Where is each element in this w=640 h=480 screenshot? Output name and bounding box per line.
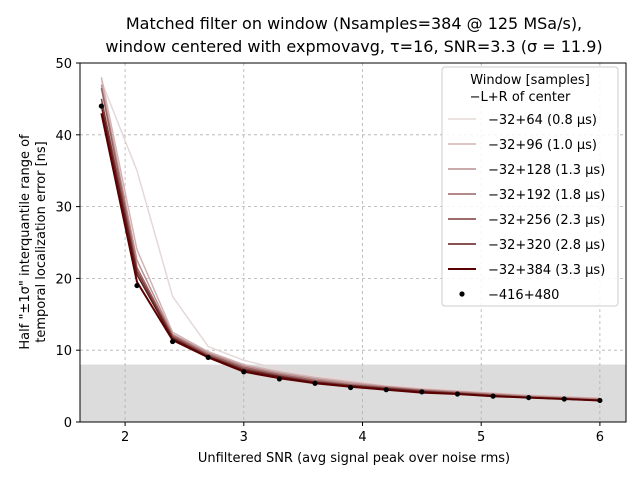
x-tick-label: 5 xyxy=(477,430,485,445)
y-tick-label: 10 xyxy=(55,344,72,359)
marker-point xyxy=(419,389,425,395)
plot-area: 2 3 4 5 6 0 10 20 30 40 50 xyxy=(55,57,627,445)
x-axis-label: Unfiltered SNR (avg signal peak over noi… xyxy=(198,451,510,466)
legend-entry-label: −416+480 xyxy=(488,288,559,303)
legend-box xyxy=(441,66,619,307)
chart-title-line2: window centered with expmovavg, τ=16, SN… xyxy=(105,37,602,56)
legend-marker-swatch xyxy=(459,291,465,297)
y-tick-label: 0 xyxy=(64,416,72,431)
marker-point xyxy=(205,354,211,360)
marker-point xyxy=(597,397,603,404)
legend-entry-label: −32+64 (0.8 μs) xyxy=(488,113,597,128)
marker-point xyxy=(490,393,496,399)
legend-entry-label: −32+384 (3.3 μs) xyxy=(488,263,605,278)
y-tick-label: 20 xyxy=(55,272,72,287)
x-tick-label: 4 xyxy=(358,430,366,445)
marker-point xyxy=(169,338,176,345)
marker-point xyxy=(276,376,283,382)
legend-entry-label: −32+320 (2.8 μs) xyxy=(488,238,605,253)
marker-point xyxy=(526,394,532,401)
legend-title-line1: Window [samples] xyxy=(470,73,590,88)
legend-entry-label: −32+256 (2.3 μs) xyxy=(488,213,605,228)
marker-point xyxy=(383,387,389,393)
marker-point xyxy=(561,396,567,402)
y-tick-label: 40 xyxy=(55,129,72,144)
axes-frame xyxy=(79,62,627,423)
x-tick-label: 6 xyxy=(596,430,604,445)
x-tick-label: 3 xyxy=(240,430,248,445)
legend: Window [samples] −L+R of center −32+64 (… xyxy=(441,66,619,307)
legend-entry-label: −32+192 (1.8 μs) xyxy=(488,188,605,203)
y-axis-label-line1: Half "±1σ" interquantile range of xyxy=(18,134,33,350)
marker-point xyxy=(348,384,354,391)
legend-entry-label: −32+96 (1.0 μs) xyxy=(488,138,597,153)
shaded-band xyxy=(80,364,626,422)
marker-point xyxy=(312,380,318,386)
marker-point xyxy=(241,369,247,375)
marker-point xyxy=(454,391,461,397)
legend-title-line2: −L+R of center xyxy=(470,90,571,105)
chart-title-line1: Matched filter on window (Nsamples=384 @… xyxy=(126,14,582,33)
x-tick-label: 2 xyxy=(121,430,129,445)
marker-point xyxy=(134,282,140,289)
legend-entry-label: −32+128 (1.3 μs) xyxy=(488,163,605,178)
marker-point xyxy=(98,103,104,109)
y-tick-label: 30 xyxy=(55,201,72,216)
y-axis-label-line2: temporal localization error [ns] xyxy=(34,141,49,343)
y-tick-label: 50 xyxy=(55,57,72,72)
series-line xyxy=(100,77,600,400)
